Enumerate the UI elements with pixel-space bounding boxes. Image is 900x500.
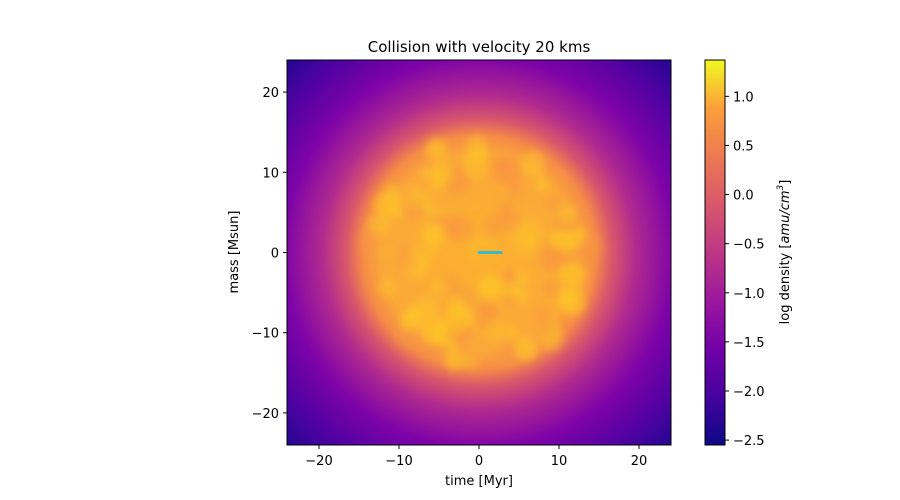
density-clump bbox=[427, 189, 451, 212]
density-clump bbox=[500, 342, 516, 359]
density-clump bbox=[430, 279, 447, 296]
density-clump bbox=[514, 337, 538, 361]
colorbar-gradient bbox=[705, 60, 725, 445]
density-clump bbox=[367, 214, 390, 237]
colorbar-tick-label: −1.5 bbox=[733, 336, 765, 351]
density-clump bbox=[481, 276, 502, 297]
density-clump bbox=[446, 214, 473, 241]
density-clump bbox=[411, 240, 436, 265]
density-clump bbox=[422, 222, 444, 244]
colorbar-label-unit: amu/cm bbox=[778, 190, 793, 243]
density-clump bbox=[512, 230, 537, 255]
density-clump bbox=[557, 204, 576, 224]
colorbar-tick-label: −1.0 bbox=[733, 287, 765, 302]
density-clump bbox=[462, 151, 490, 179]
density-clump bbox=[544, 194, 564, 214]
density-clump bbox=[533, 307, 552, 326]
density-clump bbox=[498, 159, 526, 187]
density-clump bbox=[448, 299, 467, 318]
density-clump bbox=[406, 188, 428, 209]
colorbar: 1.0 0.5 0.0 −0.5 −1.0 −1.5 −2.0 −2.5 log densit… bbox=[704, 59, 793, 449]
density-clump bbox=[425, 138, 449, 161]
colorbar-frame bbox=[704, 59, 726, 446]
density-clump bbox=[432, 161, 455, 185]
colorbar-tick-label: 0.5 bbox=[733, 139, 754, 154]
density-clump bbox=[506, 181, 525, 200]
density-clump bbox=[377, 277, 397, 298]
density-fluctuations bbox=[358, 135, 602, 371]
density-clump bbox=[502, 283, 517, 298]
density-clump bbox=[374, 193, 398, 217]
density-clump bbox=[539, 244, 567, 272]
y-tick-label: 20 bbox=[262, 86, 279, 101]
density-clump bbox=[515, 270, 530, 285]
density-clump bbox=[443, 137, 458, 151]
x-axis: −20 −10 0 10 20 bbox=[305, 445, 647, 469]
colorbar-tick-label: −2.0 bbox=[733, 385, 765, 400]
density-clump bbox=[503, 270, 516, 283]
x-tick-label: 20 bbox=[631, 454, 648, 469]
colorbar-label-suffix: ] bbox=[778, 180, 793, 185]
density-clump bbox=[420, 316, 447, 343]
y-tick-label: −10 bbox=[252, 327, 279, 342]
plot-area bbox=[286, 59, 672, 446]
density-clump bbox=[579, 233, 602, 256]
colorbar-tick-label: 1.0 bbox=[733, 90, 754, 105]
x-tick-label: 0 bbox=[475, 454, 483, 469]
colorbar-label-prefix: log density [ bbox=[778, 244, 793, 325]
density-clump bbox=[503, 295, 518, 310]
chart-title: Collision with velocity 20 kms bbox=[368, 38, 591, 56]
x-axis-label: time [Myr] bbox=[445, 474, 513, 489]
x-tick-label: −20 bbox=[305, 454, 332, 469]
density-clump bbox=[358, 229, 378, 249]
colorbar-label-exponent: 3 bbox=[776, 184, 786, 190]
density-clump bbox=[414, 296, 439, 321]
y-axis-label: mass [Msun] bbox=[227, 211, 242, 294]
colorbar-tick-label: −0.5 bbox=[733, 238, 765, 253]
density-clump bbox=[463, 354, 479, 370]
density-clump bbox=[535, 178, 549, 191]
y-axis: −20 −10 0 10 20 bbox=[252, 86, 287, 422]
y-tick-label: 0 bbox=[271, 247, 279, 262]
density-clump bbox=[369, 244, 394, 269]
density-clump bbox=[444, 348, 466, 371]
colorbar-tick-label: 0.0 bbox=[733, 189, 754, 204]
density-clump bbox=[399, 309, 422, 331]
density-clump bbox=[520, 151, 546, 177]
density-clump bbox=[558, 262, 584, 288]
x-tick-label: 10 bbox=[551, 454, 568, 469]
colorbar-tick-label: −2.5 bbox=[733, 434, 765, 449]
density-clump bbox=[443, 337, 458, 352]
y-tick-label: 10 bbox=[262, 166, 279, 181]
colorbar-label: log density [amu/cm3] bbox=[776, 180, 793, 325]
density-clump bbox=[504, 325, 519, 340]
density-clump bbox=[500, 211, 520, 231]
density-clump bbox=[482, 213, 506, 237]
density-clump bbox=[552, 229, 575, 252]
density-clump bbox=[542, 280, 558, 297]
density-clump bbox=[484, 317, 508, 341]
y-tick-label: −20 bbox=[252, 407, 279, 422]
x-tick-label: −10 bbox=[385, 454, 412, 469]
colorbar-ticks: 1.0 0.5 0.0 −0.5 −1.0 −1.5 −2.0 −2.5 bbox=[725, 90, 765, 449]
